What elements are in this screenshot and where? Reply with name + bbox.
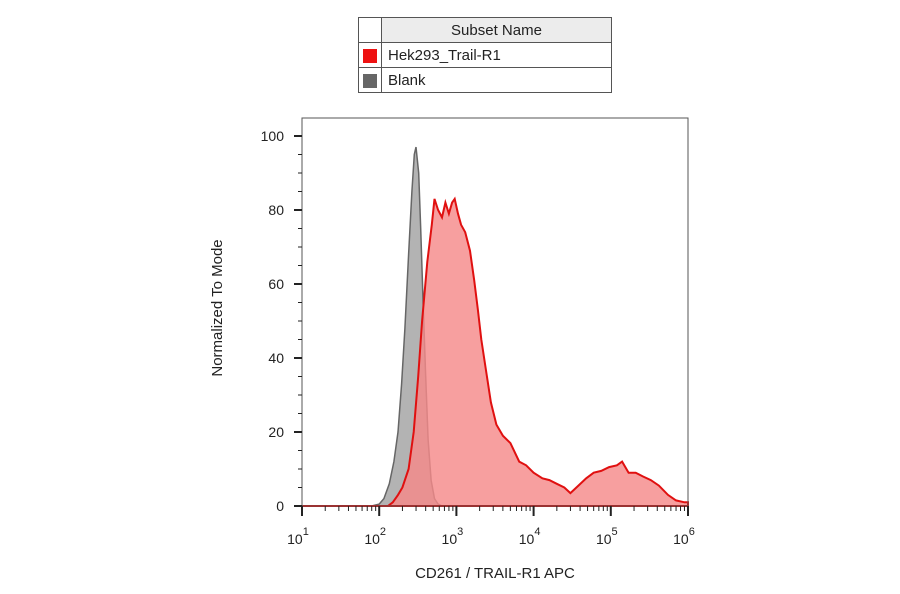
legend-table: Subset Name Hek293_Trail-R1 Blank [358,17,612,93]
y-tick-label: 100 [261,128,285,144]
y-tick-label: 20 [268,424,284,440]
legend-entry-label: Blank [381,67,612,93]
y-axis-title: Normalized To Mode [209,239,226,376]
legend-swatch-gray [363,73,377,88]
y-tick-label: 40 [268,350,284,366]
y-tick-label: 60 [268,276,284,292]
series-area-hek293-trail-r1 [302,196,689,507]
x-tick-label: 103 [442,526,464,547]
plot-frame [301,117,689,507]
axis-layer: 0 20 40 60 80 100 101 102 103 104 105 106 [261,128,695,547]
legend-header: Subset Name [381,17,612,43]
legend-swatch-red [363,48,377,63]
x-tick-label: 104 [519,526,541,547]
legend-entry: Blank [358,67,612,93]
y-tick-label: 0 [276,498,284,514]
y-tick-label: 80 [268,202,284,218]
x-tick-label: 105 [596,526,618,547]
x-tick-label: 102 [364,526,386,547]
x-tick-label: 106 [673,526,695,547]
x-tick-label: 101 [287,526,309,547]
x-axis-title: CD261 / TRAIL-R1 APC [415,565,575,582]
series-layer [302,146,689,507]
